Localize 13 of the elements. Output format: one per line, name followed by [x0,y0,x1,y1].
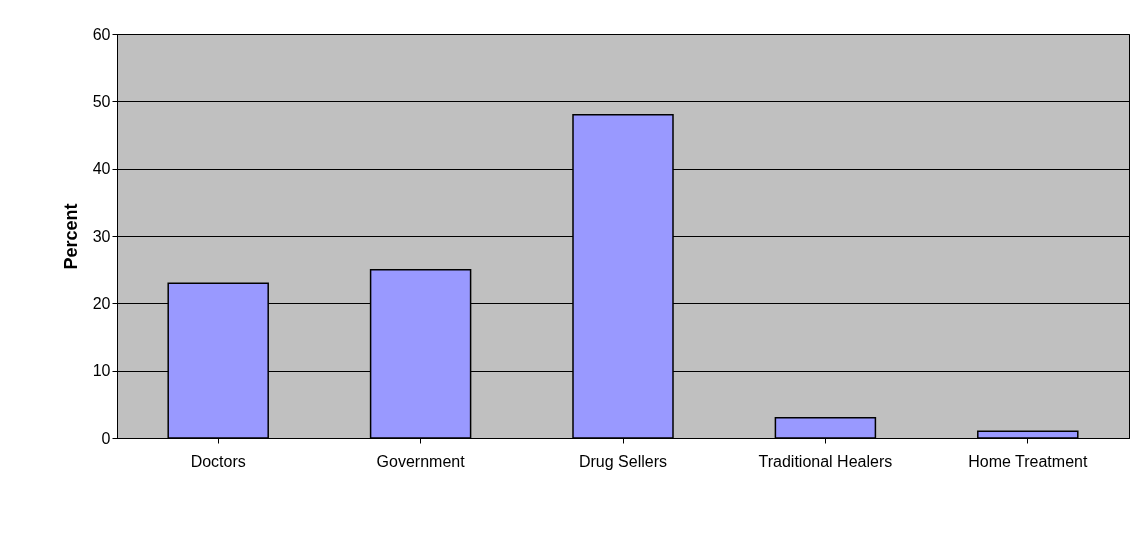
x-tick-label: Home Treatment [968,452,1088,470]
y-tick-label: 10 [92,362,111,380]
y-tick-label: 20 [92,294,111,312]
y-tick-label: 30 [92,227,111,245]
y-tick-label: 40 [92,160,111,178]
x-tick-label: Government [376,452,466,470]
x-tick-label: Doctors [190,452,246,470]
y-axis-title: Percent [60,203,81,270]
y-tick-label: 60 [92,25,111,43]
x-tick-label: Drug Sellers [578,452,668,470]
x-tick-label: Traditional Healers [758,452,893,470]
y-tick-label: 50 [92,92,111,110]
y-tick-label: 0 [101,429,111,447]
